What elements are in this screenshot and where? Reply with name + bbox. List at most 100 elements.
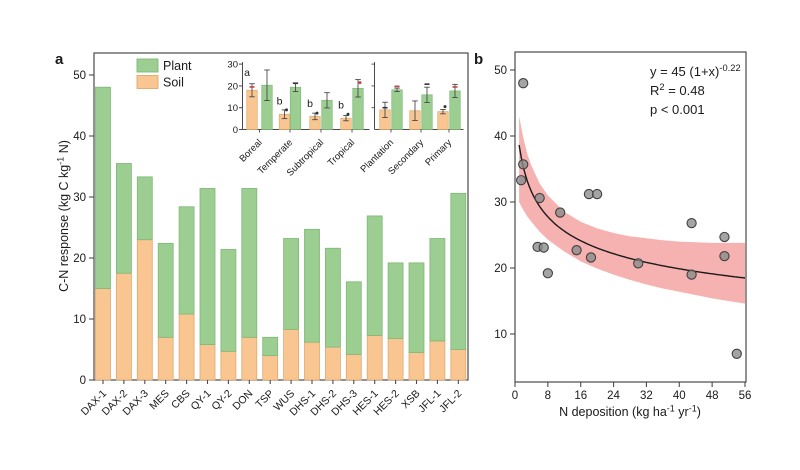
- panel-b-xtick-label: 40: [673, 390, 686, 402]
- bar-DHS-2-soil: [324, 346, 341, 381]
- site-label-DON: DON: [230, 388, 255, 413]
- fit-equation: y = 45 (1+x)-0.22: [650, 63, 741, 79]
- bar-JFL-2-plant: [450, 192, 467, 350]
- scatter-point-12: [633, 258, 644, 269]
- inset-bar-Primary-soil: [437, 111, 449, 130]
- legend-swatch-soil: [136, 75, 159, 89]
- panel-b-xtick-label: 8: [545, 390, 551, 402]
- bar-DON-soil: [241, 336, 258, 381]
- scatter-point-6: [591, 188, 603, 200]
- bar-WUS-plant: [283, 238, 300, 330]
- bar-XSB-soil: [408, 352, 425, 381]
- inset-chart: 0102030aBorealbTemperatebSubtropicalbTro…: [227, 60, 464, 179]
- site-label-MES: MES: [147, 388, 172, 413]
- bar-QY-1-plant: [199, 188, 216, 346]
- bar-DHS-3-soil: [345, 353, 362, 381]
- bar-DHS-2-plant: [324, 247, 341, 348]
- inset-ytick-label: 0: [233, 125, 238, 136]
- panel-a-ytick-label: 0: [80, 375, 86, 387]
- scatter-point-13: [686, 217, 697, 229]
- site-label-JFL-1: JFL-1: [416, 388, 444, 416]
- bar-DON-plant: [241, 188, 258, 338]
- scatter-point-0: [518, 78, 529, 89]
- bar-DAX-2-soil: [116, 272, 132, 381]
- bar-MES-plant: [157, 242, 174, 338]
- bar-DAX-2-plant: [116, 163, 132, 274]
- panel-b-ytick-label: 50: [494, 65, 507, 77]
- inset-bar-Plantation-plant: [391, 89, 403, 130]
- inset-ytick-label: 30: [227, 60, 238, 71]
- panel-a-ytick-label: 10: [73, 314, 86, 326]
- panel-b-xtick-label: 32: [640, 390, 653, 402]
- site-label-CBS: CBS: [169, 388, 193, 412]
- panel-b-ytick-label: 10: [494, 329, 507, 341]
- panel-b-ytick-label: 40: [494, 131, 507, 143]
- legend-label-soil: Soil: [163, 76, 184, 90]
- bar-DAX-3-plant: [136, 176, 153, 241]
- bar-TSP-plant: [262, 336, 279, 356]
- panel-b-ytick-label: 20: [494, 263, 507, 275]
- panel-b-letter: b: [474, 51, 483, 68]
- site-label-QY-1: QY-1: [188, 388, 213, 413]
- site-label-QY-2: QY-2: [209, 388, 234, 413]
- bar-DHS-1-soil: [304, 341, 320, 381]
- legend-label-plant: Plant: [163, 59, 192, 73]
- scatter-point-2: [516, 175, 527, 186]
- bar-JFL-2-soil: [450, 349, 467, 381]
- inset-bar-Temperate-plant: [289, 86, 302, 130]
- panel-b: 10 20 30 40 50 0 8 16 24 32 40 48 56 N deposition (kg…: [474, 51, 751, 419]
- scatter-point-9: [542, 268, 554, 279]
- confidence-band: [519, 116, 745, 304]
- inset-sig-letter-Tropical: b: [338, 100, 344, 112]
- bar-MES-soil: [157, 336, 174, 381]
- fit-curve: [518, 144, 746, 279]
- bar-JFL-1-soil: [429, 340, 446, 381]
- bar-QY-2-plant: [220, 249, 237, 352]
- bar-HES-1-plant: [366, 215, 383, 336]
- inset-data-point: [315, 111, 319, 115]
- panel-a-ytick-label: 40: [73, 131, 86, 143]
- inset-data-point: [346, 112, 350, 116]
- scatter-point-10: [571, 245, 582, 256]
- panel-a-ytick-label: 50: [73, 70, 86, 82]
- legend: Plant Soil: [136, 58, 192, 90]
- panel-b-xtick-label: 56: [739, 390, 752, 402]
- inset-category-Primary: Primary: [423, 137, 454, 168]
- inset-sig-letter-Boreal: a: [244, 67, 250, 79]
- scatter-point-4: [555, 207, 566, 218]
- fit-r-squared: R2 = 0.48: [650, 82, 705, 98]
- bar-DHS-1-plant: [304, 228, 320, 343]
- inset-data-point: [358, 81, 362, 85]
- scatter-point-16: [719, 250, 730, 262]
- panel-b-xlabel: N deposition (kg ha-1 yr-1): [559, 403, 701, 419]
- scatter-point-15: [719, 231, 730, 243]
- inset-ytick-label: 10: [227, 103, 238, 114]
- panel-a-ytick-label: 20: [73, 253, 86, 265]
- bar-WUS-soil: [283, 328, 300, 381]
- inset-data-point: [443, 105, 447, 109]
- bar-XSB-plant: [408, 262, 425, 353]
- bar-DAX-3-soil: [136, 239, 153, 381]
- panel-a-ytick-label: 30: [73, 192, 86, 204]
- panel-b-xtick-label: 0: [512, 390, 518, 402]
- inset-ytick-label: 20: [227, 81, 238, 92]
- scatter-point-11: [585, 252, 597, 263]
- panel-b-frame: [514, 51, 747, 383]
- panel-b-xtick-label: 16: [574, 390, 587, 402]
- scatter-point-14: [686, 269, 697, 280]
- panel-a-ylabel: C-N response (kg C kg-1 N): [55, 140, 71, 292]
- inset-sig-letter-Temperate: b: [277, 95, 283, 107]
- bar-TSP-soil: [262, 355, 279, 381]
- bar-HES-2-plant: [387, 262, 404, 339]
- site-label-JFL-2: JFL-2: [437, 388, 465, 416]
- inset-category-Boreal: Boreal: [237, 137, 264, 164]
- fit-p-value: p < 0.001: [650, 102, 705, 117]
- bar-QY-2-soil: [220, 350, 237, 381]
- panel-a-frame: [93, 52, 469, 381]
- panel-b-xtick-label: 48: [706, 390, 719, 402]
- bar-CBS-plant: [178, 206, 195, 315]
- scatter-point-1: [518, 159, 529, 170]
- scatter-point-8: [538, 242, 549, 253]
